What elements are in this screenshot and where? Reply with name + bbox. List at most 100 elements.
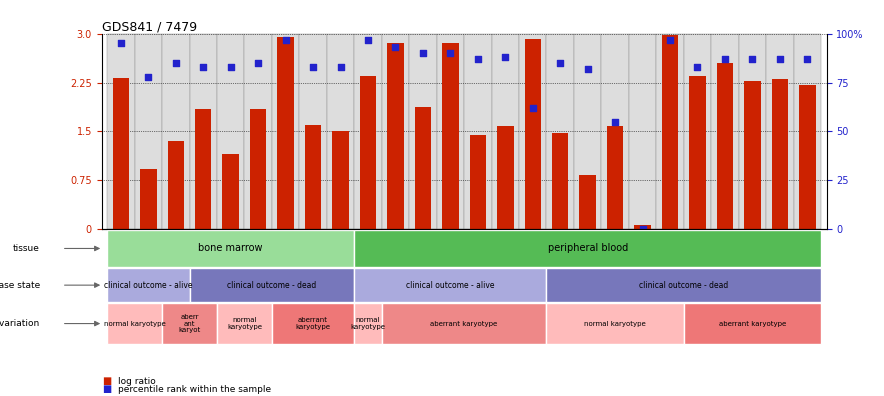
Bar — [107, 268, 189, 302]
Bar — [305, 125, 321, 229]
Text: normal
karyotype: normal karyotype — [227, 317, 262, 330]
Bar — [546, 303, 683, 344]
Point — [361, 36, 375, 43]
Bar — [162, 34, 189, 229]
Text: clinical outcome - alive: clinical outcome - alive — [104, 281, 193, 289]
Bar — [794, 34, 821, 229]
Bar — [492, 34, 519, 229]
Bar — [217, 34, 245, 229]
Bar — [168, 141, 184, 229]
Bar — [662, 35, 678, 229]
Text: normal karyotype: normal karyotype — [584, 321, 646, 327]
Bar — [387, 44, 404, 229]
Text: aberrant karyotype: aberrant karyotype — [431, 321, 498, 327]
Point — [471, 56, 485, 62]
Bar — [601, 34, 629, 229]
Bar — [107, 230, 354, 267]
Text: clinical outcome - alive: clinical outcome - alive — [406, 281, 495, 289]
Text: aberrant karyotype: aberrant karyotype — [719, 321, 786, 327]
Bar — [415, 107, 431, 229]
Text: normal karyotype: normal karyotype — [103, 321, 165, 327]
Bar — [354, 34, 382, 229]
Text: ■: ■ — [102, 384, 110, 394]
Bar — [574, 34, 601, 229]
Point — [415, 50, 430, 56]
Point — [718, 56, 732, 62]
Point — [333, 64, 347, 70]
Bar — [683, 303, 821, 344]
Bar — [382, 303, 546, 344]
Bar — [519, 34, 546, 229]
Bar — [189, 268, 354, 302]
Bar — [712, 34, 739, 229]
Point — [499, 54, 513, 60]
Bar — [524, 39, 541, 229]
Point — [800, 56, 814, 62]
Bar — [766, 34, 794, 229]
Text: aberrant
karyotype: aberrant karyotype — [295, 317, 331, 330]
Point — [745, 56, 759, 62]
Bar — [442, 44, 459, 229]
Bar — [245, 34, 272, 229]
Point — [251, 60, 265, 66]
Text: bone marrow: bone marrow — [199, 244, 263, 253]
Bar — [717, 63, 733, 229]
Bar — [464, 34, 492, 229]
Text: log ratio: log ratio — [118, 377, 156, 386]
Point — [196, 64, 210, 70]
Bar — [278, 37, 293, 229]
Bar — [546, 268, 821, 302]
Point — [690, 64, 705, 70]
Point — [773, 56, 787, 62]
Bar — [272, 303, 354, 344]
Bar — [195, 109, 211, 229]
Point — [306, 64, 320, 70]
Bar — [635, 225, 651, 229]
Text: clinical outcome - dead: clinical outcome - dead — [639, 281, 728, 289]
Bar — [354, 268, 546, 302]
Bar — [772, 79, 789, 229]
Point — [636, 226, 650, 232]
Text: aberr
ant
karyot: aberr ant karyot — [179, 314, 201, 333]
Bar — [162, 303, 217, 344]
Bar — [799, 84, 816, 229]
Text: genotype/variation: genotype/variation — [0, 319, 40, 328]
Bar — [360, 76, 377, 229]
Bar — [546, 34, 574, 229]
Bar — [437, 34, 464, 229]
Text: normal
karyotype: normal karyotype — [350, 317, 385, 330]
Point — [581, 66, 595, 72]
Bar — [607, 126, 623, 229]
Bar — [683, 34, 712, 229]
Point — [443, 50, 457, 56]
Point — [278, 36, 293, 43]
Text: clinical outcome - dead: clinical outcome - dead — [227, 281, 316, 289]
Bar — [497, 126, 514, 229]
Bar — [327, 34, 354, 229]
Bar — [134, 34, 162, 229]
Text: GDS841 / 7479: GDS841 / 7479 — [102, 21, 197, 34]
Bar — [629, 34, 656, 229]
Bar — [112, 78, 129, 229]
Point — [526, 105, 540, 111]
Text: percentile rank within the sample: percentile rank within the sample — [118, 385, 271, 394]
Bar — [354, 303, 382, 344]
Bar — [579, 175, 596, 229]
Bar — [382, 34, 409, 229]
Bar — [739, 34, 766, 229]
Bar — [744, 81, 760, 229]
Bar — [217, 303, 272, 344]
Bar — [107, 303, 162, 344]
Bar — [552, 133, 568, 229]
Bar — [332, 131, 349, 229]
Point — [608, 118, 622, 125]
Text: disease state: disease state — [0, 281, 40, 289]
Bar — [300, 34, 327, 229]
Bar — [656, 34, 683, 229]
Point — [553, 60, 568, 66]
Point — [114, 40, 128, 47]
Bar — [409, 34, 437, 229]
Text: peripheral blood: peripheral blood — [547, 244, 628, 253]
Point — [663, 36, 677, 43]
Bar — [223, 154, 239, 229]
